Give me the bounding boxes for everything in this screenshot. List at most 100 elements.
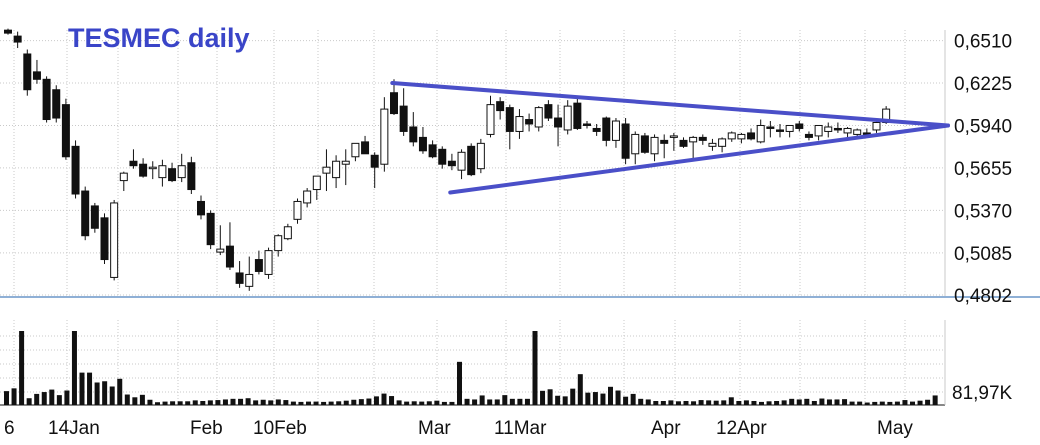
candle-body-down bbox=[23, 53, 32, 91]
candle bbox=[795, 121, 804, 132]
volume-bar bbox=[253, 400, 259, 405]
volume-bar bbox=[887, 401, 893, 405]
volume-bar bbox=[358, 399, 364, 405]
candle bbox=[148, 161, 157, 180]
candle-body-down bbox=[13, 35, 22, 43]
candle bbox=[322, 149, 331, 192]
candle bbox=[592, 123, 601, 136]
volume-bar bbox=[94, 382, 100, 405]
volume-bar bbox=[608, 386, 613, 405]
volume-bar bbox=[925, 399, 931, 405]
volume-bar bbox=[645, 399, 651, 405]
candle bbox=[669, 132, 678, 151]
candle bbox=[718, 137, 727, 153]
candles bbox=[4, 28, 891, 291]
candle-body-up bbox=[737, 133, 746, 140]
volume-bar bbox=[396, 400, 402, 405]
candle bbox=[496, 97, 505, 120]
price-grid bbox=[0, 30, 1040, 298]
candle bbox=[61, 98, 70, 160]
volume-bar bbox=[200, 400, 206, 405]
candle bbox=[390, 79, 398, 116]
volume-bar bbox=[434, 400, 440, 405]
volume-bar bbox=[177, 401, 183, 405]
volume-bar bbox=[41, 392, 47, 405]
candle-body-down bbox=[390, 92, 398, 115]
triangle-trendline bbox=[390, 81, 950, 128]
volume-bar bbox=[600, 393, 606, 405]
volume-bar bbox=[570, 388, 576, 405]
candle-body-down bbox=[525, 119, 534, 125]
volume-bar bbox=[479, 395, 485, 405]
volume-bar bbox=[19, 331, 25, 405]
candle bbox=[139, 158, 148, 178]
candle-body-down bbox=[766, 126, 775, 129]
volume-bar bbox=[102, 381, 108, 405]
candle bbox=[776, 123, 784, 138]
candle-body-down bbox=[168, 168, 177, 182]
candle bbox=[293, 198, 302, 224]
volume-bar bbox=[811, 400, 817, 405]
y-tick-label: 0,4802 bbox=[954, 286, 1012, 307]
volume-bar bbox=[245, 398, 251, 405]
candle-body-down bbox=[428, 144, 437, 158]
candle-body-down bbox=[370, 154, 379, 168]
volume-bar bbox=[389, 396, 395, 405]
candle bbox=[486, 95, 495, 138]
candle bbox=[679, 137, 688, 148]
volume-bar bbox=[562, 396, 568, 405]
candle-body-up bbox=[274, 235, 283, 252]
candle bbox=[611, 118, 620, 148]
candle bbox=[399, 88, 408, 136]
volume-bar bbox=[691, 401, 697, 405]
candle bbox=[312, 175, 321, 200]
volume-bar bbox=[502, 395, 508, 405]
volume-bar bbox=[849, 401, 855, 405]
volume-bar bbox=[660, 400, 666, 405]
volume-bar bbox=[585, 392, 591, 405]
candle bbox=[640, 132, 649, 154]
x-tick-label: May bbox=[877, 418, 913, 439]
candle bbox=[351, 142, 360, 162]
volume-bar bbox=[842, 399, 848, 405]
volume-bar bbox=[751, 400, 757, 405]
volume-bar bbox=[155, 402, 160, 405]
candle bbox=[650, 134, 659, 162]
volume-bar bbox=[902, 400, 908, 405]
candle bbox=[370, 152, 379, 189]
y-tick-label: 0,6225 bbox=[954, 74, 1012, 95]
volume-bar bbox=[494, 399, 500, 405]
volume-bar bbox=[555, 395, 561, 405]
candle bbox=[90, 202, 99, 233]
volume-bar bbox=[630, 393, 636, 405]
y-tick-label: 0,5655 bbox=[954, 159, 1012, 180]
y-tick-label: 0,5370 bbox=[954, 201, 1012, 222]
candle bbox=[872, 121, 881, 133]
candle-body-down bbox=[361, 141, 370, 155]
candle-body-down bbox=[833, 127, 842, 131]
volume-bar bbox=[162, 401, 168, 405]
volume-bar bbox=[789, 398, 795, 405]
candle bbox=[476, 138, 485, 174]
volume-bar bbox=[774, 400, 780, 405]
volume-bar bbox=[826, 399, 832, 405]
volume-bar bbox=[298, 401, 304, 405]
volume-bar bbox=[71, 331, 77, 405]
volume-bar bbox=[577, 374, 583, 405]
candle bbox=[254, 250, 263, 275]
candle-body-up bbox=[785, 124, 794, 132]
volume-bar bbox=[290, 401, 296, 405]
candle-body-up bbox=[332, 160, 341, 179]
candle bbox=[32, 59, 41, 84]
candle-body-down bbox=[698, 136, 707, 141]
candle bbox=[814, 124, 823, 141]
volume-bar bbox=[222, 399, 228, 405]
candle bbox=[689, 135, 698, 159]
volume-bar bbox=[524, 398, 530, 405]
candle bbox=[554, 104, 563, 147]
candle-body-up bbox=[689, 136, 698, 143]
volume-bar bbox=[759, 401, 764, 405]
candle bbox=[225, 222, 234, 270]
volume-scale-label: 81,97K bbox=[952, 383, 1013, 404]
volume-bar bbox=[230, 398, 236, 405]
